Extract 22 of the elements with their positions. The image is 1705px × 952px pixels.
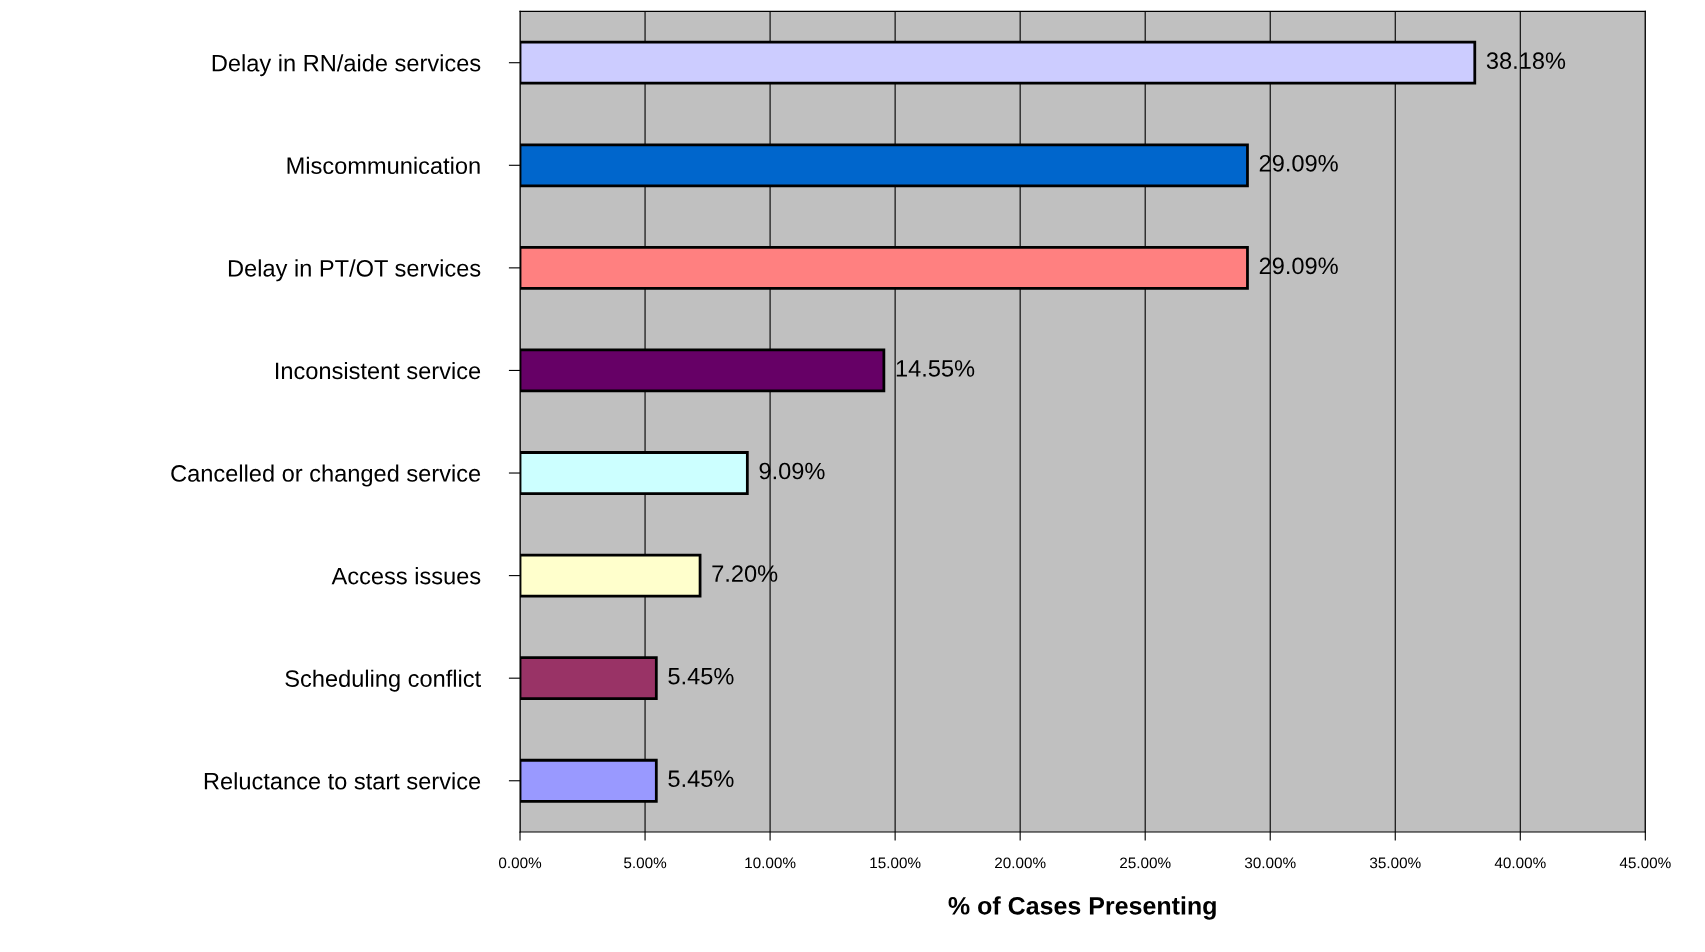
x-tick-label: 5.00%	[624, 857, 667, 869]
y-tick-label: Delay in RN/aide services	[212, 54, 481, 77]
x-tick-label: 25.00%	[1120, 857, 1171, 869]
x-tick-label: 40.00%	[1494, 857, 1546, 869]
x-tick-label: 10.00%	[745, 857, 796, 869]
y-tick-label: Access issues	[331, 567, 481, 585]
x-tick-label: 0.00%	[498, 857, 542, 869]
x-tick-label: 30.00%	[1244, 857, 1296, 869]
x-axis-title: % of Cases Presenting	[948, 896, 1216, 920]
x-tick-label: 35.00%	[1369, 857, 1421, 869]
data-label: 14.55%	[896, 360, 975, 377]
x-tick-label: 45.00%	[1619, 857, 1671, 869]
y-tick-label: Delay in PT/OT services	[228, 259, 481, 282]
x-tick-label: 20.00%	[995, 857, 1046, 869]
y-tick-label: Inconsistent service	[275, 361, 481, 380]
data-label: 5.45%	[668, 667, 734, 685]
y-tick-label: Reluctance to start service	[204, 772, 481, 790]
y-tick-label: Scheduling conflict	[285, 669, 481, 692]
y-tick-label: Miscommunication	[287, 156, 480, 175]
y-tick-label: Cancelled or changed service	[171, 464, 481, 487]
x-tick-label: 15.00%	[870, 857, 921, 869]
data-label: 5.45%	[668, 770, 734, 788]
